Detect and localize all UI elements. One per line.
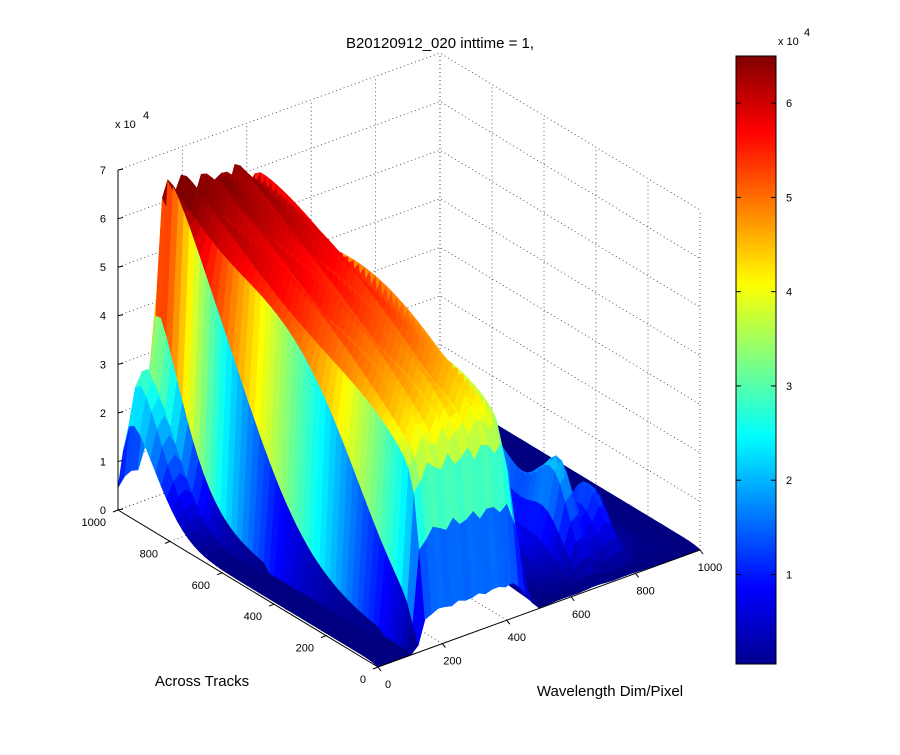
x-tick-label: 800 [636,585,654,597]
colorbar-tick-label: 1 [786,569,792,581]
x-tick-mark [507,620,510,624]
y-tick-mark [269,604,274,606]
colorbar-gradient [736,56,776,664]
x-tick-mark [700,550,703,554]
z-tick-label: 5 [100,262,106,274]
z-tick-mark [118,509,123,510]
x-tick-mark [571,597,574,601]
z-exponent-power: 4 [143,110,149,122]
y-tick-label: 400 [244,611,262,623]
z-exponent-label: x 10 4 [115,110,149,131]
z-tick-label: 6 [100,214,106,226]
x-axis-label: Wavelength Dim/Pixel [537,683,683,700]
z-tick-mark [118,266,123,267]
colorbar-tick-label: 2 [786,475,792,487]
x-tick-label: 1000 [698,562,722,574]
x-tick-label: 600 [572,609,590,621]
y-tick-mark [165,541,170,543]
colorbar-tick-label: 4 [786,287,792,299]
colorbar-tick-label: 3 [786,381,792,393]
z-tick-label: 1 [100,456,106,468]
y-tick-label: 1000 [82,517,106,529]
x-tick-mark [442,644,445,648]
z-tick-label: 7 [100,165,106,177]
y-tick-mark [373,667,378,669]
y-axis-label: Across Tracks [155,673,249,690]
colorbar-tick-label: 5 [786,192,792,204]
y-tick-mark [113,510,118,512]
z-tick-label: 0 [100,505,106,517]
y-tick-mark [321,636,326,638]
colorbar-exponent-base: x 10 [778,36,799,48]
z-tick-mark [118,315,123,316]
colorbar-tick-label: 6 [786,98,792,110]
z-tick-label: 2 [100,408,106,420]
y-tick-label: 0 [360,674,366,686]
y-tick-label: 200 [296,643,314,655]
colorbar-exponent-power: 4 [804,27,810,39]
z-tick-label: 3 [100,359,106,371]
chart-title: B20120912_020 inttime = 1, [346,35,534,52]
x-tick-label: 200 [443,656,461,668]
colorbar: 1 2 3 4 5 6 x 10 4 [736,27,810,664]
y-tick-label: 600 [192,580,210,592]
z-tick-mark [118,412,123,413]
z-exponent-base: x 10 [115,119,136,131]
y-tick-label: 800 [140,548,158,560]
x-tick-mark [378,667,381,671]
z-tick-label: 4 [100,311,106,323]
x-tick-mark [636,573,639,577]
x-tick-label: 0 [385,679,391,691]
z-tick-mark [118,218,123,219]
y-tick-mark [217,573,222,575]
z-tick-mark [118,363,123,364]
x-tick-label: 400 [508,632,526,644]
z-tick-mark [118,169,123,170]
